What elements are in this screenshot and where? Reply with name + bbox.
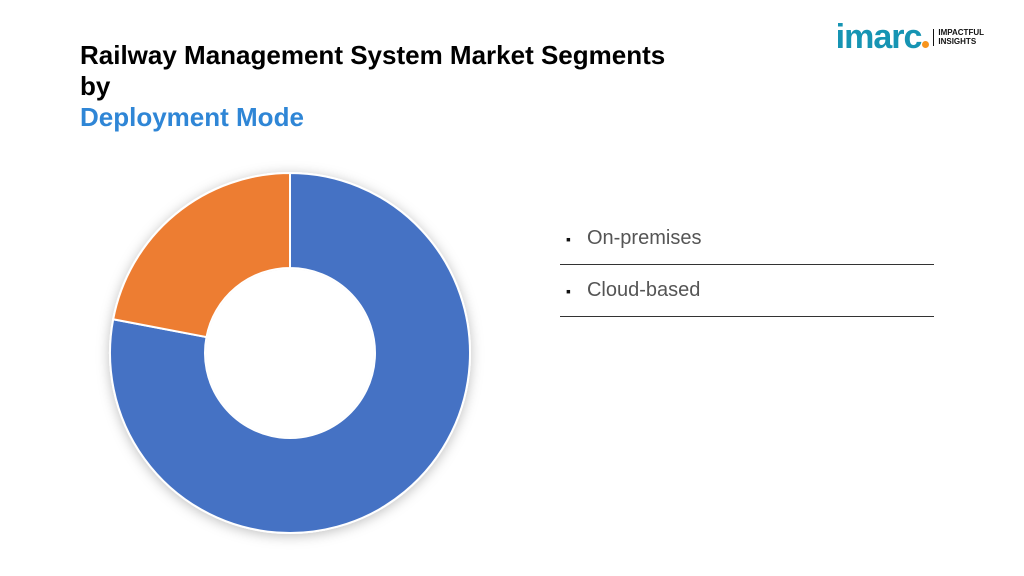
donut-svg: [80, 143, 500, 563]
legend-item: ▪ On-premises: [560, 213, 934, 265]
donut-hole: [206, 269, 374, 437]
title-line-1: Railway Management System Market Segment…: [80, 40, 700, 102]
bullet-icon: ▪: [566, 283, 571, 299]
logo-text: imarc: [836, 18, 922, 57]
legend-label: On-premises: [587, 227, 701, 250]
legend-label: Cloud-based: [587, 279, 700, 302]
donut-chart: [80, 143, 500, 563]
legend: ▪ On-premises ▪ Cloud-based: [560, 213, 964, 317]
logo-tagline: IMPACTFUL INSIGHTS: [933, 29, 984, 47]
content-area: ▪ On-premises ▪ Cloud-based: [80, 143, 964, 563]
brand-logo: imarc IMPACTFUL INSIGHTS: [836, 18, 984, 57]
logo-tagline-1: IMPACTFUL: [938, 28, 984, 37]
title-line-2: Deployment Mode: [80, 102, 700, 133]
logo-tagline-2: INSIGHTS: [938, 37, 976, 46]
bullet-icon: ▪: [566, 231, 571, 247]
logo-dot-icon: [922, 41, 929, 48]
legend-item: ▪ Cloud-based: [560, 265, 934, 317]
page-title: Railway Management System Market Segment…: [80, 40, 700, 133]
